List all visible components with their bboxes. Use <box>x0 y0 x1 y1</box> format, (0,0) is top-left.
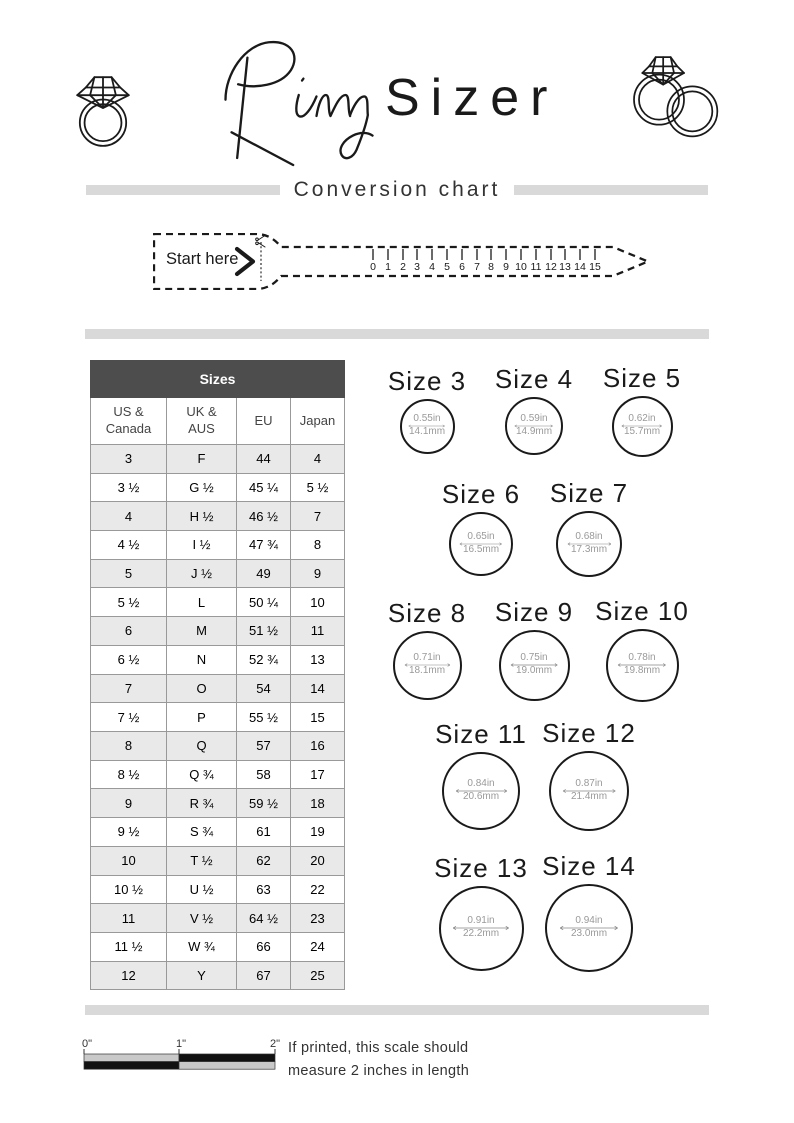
svg-text:12: 12 <box>545 261 557 273</box>
svg-text:10: 10 <box>515 261 527 273</box>
svg-text:1: 1 <box>385 261 391 273</box>
svg-text:8: 8 <box>488 261 494 273</box>
svg-text:11: 11 <box>531 261 542 273</box>
svg-text:4: 4 <box>429 261 435 273</box>
svg-text:0: 0 <box>370 261 376 273</box>
svg-text:1": 1" <box>176 1038 186 1050</box>
svg-text:2": 2" <box>270 1038 280 1050</box>
svg-text:13: 13 <box>559 261 571 273</box>
svg-text:5: 5 <box>444 261 450 273</box>
svg-text:14: 14 <box>574 261 586 273</box>
svg-text:15: 15 <box>589 261 601 273</box>
svg-text:7: 7 <box>474 261 480 273</box>
svg-text:9: 9 <box>503 261 509 273</box>
svg-text:0": 0" <box>82 1038 92 1050</box>
svg-text:2: 2 <box>400 261 406 273</box>
svg-text:3: 3 <box>414 261 420 273</box>
svg-text:6: 6 <box>459 261 465 273</box>
